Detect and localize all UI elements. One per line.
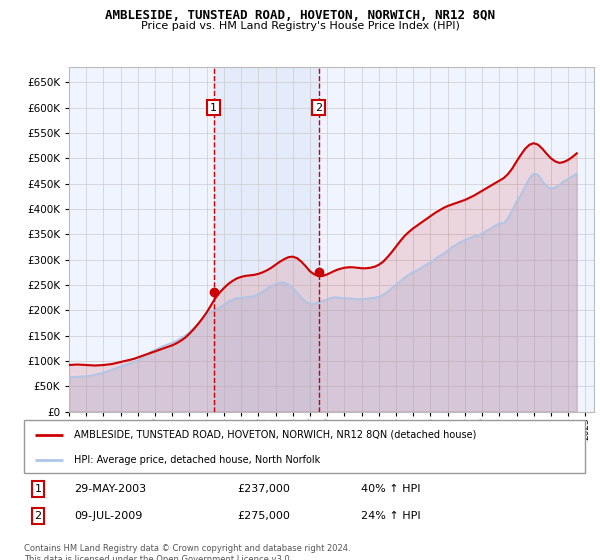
Text: 1: 1 [35, 484, 41, 494]
Text: 24% ↑ HPI: 24% ↑ HPI [361, 511, 420, 521]
Text: £237,000: £237,000 [237, 484, 290, 494]
FancyBboxPatch shape [24, 420, 585, 473]
Text: Contains HM Land Registry data © Crown copyright and database right 2024.
This d: Contains HM Land Registry data © Crown c… [24, 544, 350, 560]
Text: AMBLESIDE, TUNSTEAD ROAD, HOVETON, NORWICH, NR12 8QN (detached house): AMBLESIDE, TUNSTEAD ROAD, HOVETON, NORWI… [74, 430, 477, 440]
Bar [214, 67, 319, 412]
Text: 29-MAY-2003: 29-MAY-2003 [74, 484, 146, 494]
Text: 09-JUL-2009: 09-JUL-2009 [74, 511, 143, 521]
Text: 2: 2 [34, 511, 41, 521]
Text: AMBLESIDE, TUNSTEAD ROAD, HOVETON, NORWICH, NR12 8QN: AMBLESIDE, TUNSTEAD ROAD, HOVETON, NORWI… [105, 9, 495, 22]
Text: 2: 2 [315, 102, 322, 113]
Text: HPI: Average price, detached house, North Norfolk: HPI: Average price, detached house, Nort… [74, 455, 321, 465]
Text: 1: 1 [210, 102, 217, 113]
Text: Price paid vs. HM Land Registry's House Price Index (HPI): Price paid vs. HM Land Registry's House … [140, 21, 460, 31]
Text: 40% ↑ HPI: 40% ↑ HPI [361, 484, 420, 494]
Text: £275,000: £275,000 [237, 511, 290, 521]
